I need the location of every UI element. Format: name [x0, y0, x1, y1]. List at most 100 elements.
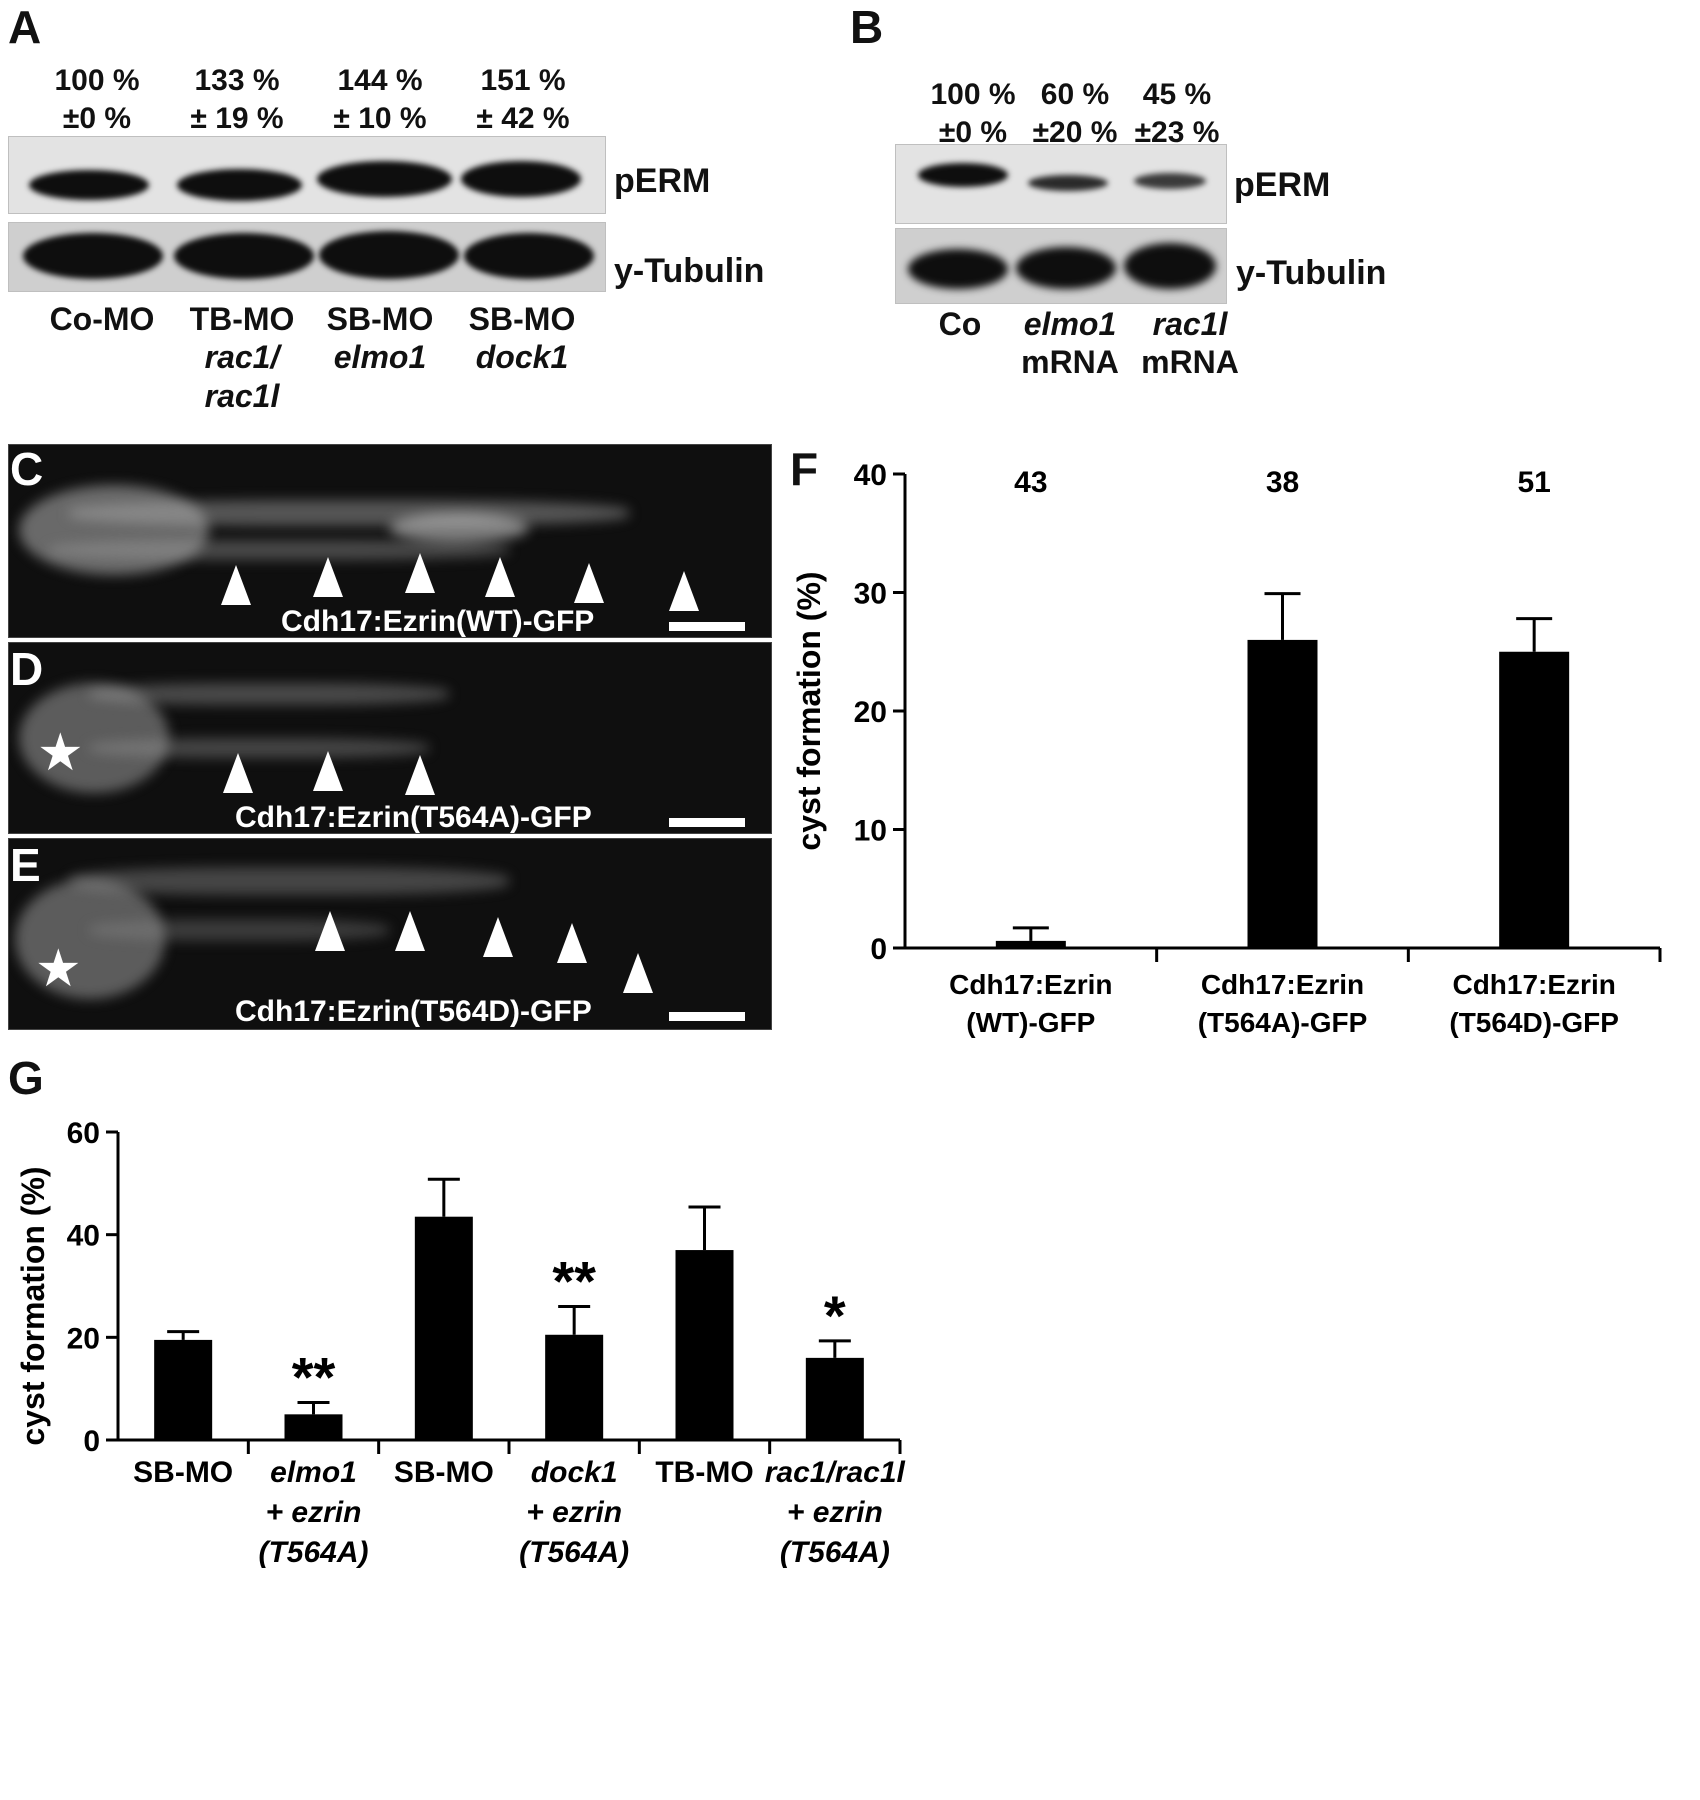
panel-d-caption: Cdh17:Ezrin(T564A)-GFP — [235, 801, 592, 834]
panel-b-tubulin-label: y-Tubulin — [1236, 254, 1387, 292]
panel-a-letter: A — [8, 1, 42, 53]
scale-bar — [669, 818, 745, 827]
y-axis-label: cyst formation (%) — [15, 1166, 51, 1445]
panel-c-letter: C — [10, 443, 44, 495]
arrowhead — [405, 553, 435, 593]
y-axis-label: cyst formation (%) — [791, 571, 827, 850]
n-label: 38 — [1266, 466, 1299, 499]
x-tick-label: + ezrin — [787, 1496, 883, 1529]
arrowhead — [313, 557, 343, 597]
panel-e-caption: Cdh17:Ezrin(T564D)-GFP — [235, 995, 592, 1028]
arrowhead — [221, 565, 251, 605]
band — [177, 169, 302, 201]
panel-b-percent-1: 100 % ±0 % — [930, 78, 1016, 149]
arrowhead — [395, 911, 425, 951]
fluorescence — [89, 683, 449, 705]
x-tick-label: (T564A)-GFP — [1198, 1007, 1368, 1038]
panel-a-lane-4: SB-MO dock1 — [468, 301, 576, 376]
bar — [805, 1357, 864, 1440]
band — [29, 170, 149, 200]
fluorescence — [15, 879, 165, 999]
bar — [154, 1339, 213, 1440]
x-tick-label: Cdh17:Ezrin — [1452, 969, 1615, 1000]
x-tick-label: SB-MO — [133, 1456, 233, 1489]
panel-e-letter: E — [10, 839, 41, 891]
panel-b-letter: B — [850, 1, 884, 53]
y-tick-label: 20 — [67, 1322, 100, 1355]
panel-a-lane-3: SB-MO elmo1 — [326, 301, 434, 376]
x-tick-label: Cdh17:Ezrin — [1201, 969, 1364, 1000]
band — [918, 163, 1008, 187]
panel-c-caption: Cdh17:Ezrin(WT)-GFP — [281, 605, 595, 638]
band — [319, 231, 459, 279]
panel-a-percent-4: 151 % ± 42 % — [476, 64, 570, 135]
fluorescence — [19, 485, 209, 575]
n-label: 43 — [1014, 466, 1047, 499]
band — [908, 249, 1008, 289]
panel-b-percent-2: 60 % ±20 % — [1032, 78, 1118, 149]
panel-b-perm-label: pERM — [1234, 166, 1331, 204]
fluorescence — [89, 738, 429, 758]
panel-a-tubulin-blot — [8, 222, 606, 292]
x-tick-label: dock1 — [531, 1456, 618, 1489]
panel-a-percent-1: 100 % ±0 % — [54, 64, 140, 135]
arrowhead — [315, 911, 345, 951]
band — [464, 233, 594, 279]
band — [1016, 247, 1116, 289]
arrowhead — [557, 923, 587, 963]
arrowhead — [223, 753, 253, 793]
panel-a-percent-2: 133 % ± 19 % — [190, 64, 284, 135]
y-tick-label: 40 — [854, 459, 887, 492]
fluorescence — [69, 500, 629, 526]
x-tick-label: (T564A) — [780, 1536, 890, 1569]
bar — [414, 1216, 473, 1440]
significance-marker: ** — [292, 1346, 336, 1409]
panel-e-micrograph: ★ Cdh17:Ezrin(T564D)-GFP — [8, 838, 772, 1030]
fluorescence — [19, 683, 169, 793]
bar — [675, 1250, 734, 1440]
panel-a-lane-2: TB-MO rac1/rac1l — [189, 301, 295, 414]
x-tick-label: (T564A) — [519, 1536, 629, 1569]
arrowhead — [623, 953, 653, 993]
panel-b-percent-3: 45 % ±23 % — [1134, 78, 1220, 149]
panel-b-lane-3: rac1l mRNA — [1141, 306, 1239, 381]
scale-bar — [669, 1012, 745, 1021]
panel-c-micrograph: Cdh17:Ezrin(WT)-GFP — [8, 444, 772, 638]
x-tick-label: (T564D)-GFP — [1449, 1007, 1619, 1038]
scale-bar — [669, 622, 745, 631]
y-tick-label: 60 — [67, 1117, 100, 1150]
panel-a-tubulin-label: y-Tubulin — [614, 252, 765, 290]
arrowhead — [483, 917, 513, 957]
significance-marker: ** — [552, 1250, 596, 1313]
band — [23, 233, 163, 279]
panel-a-percent-3: 144 % ± 10 % — [333, 64, 427, 135]
x-tick-label: SB-MO — [394, 1456, 494, 1489]
star-marker: ★ — [35, 940, 82, 998]
band — [1124, 243, 1216, 289]
x-tick-label: Cdh17:Ezrin — [949, 969, 1112, 1000]
x-tick-label: TB-MO — [655, 1456, 753, 1489]
bar — [545, 1334, 604, 1440]
bar — [1499, 651, 1570, 948]
bar — [1247, 639, 1318, 948]
x-tick-label: + ezrin — [266, 1496, 362, 1529]
panel-b-tubulin-blot — [895, 228, 1227, 304]
arrowhead — [485, 557, 515, 597]
bar — [284, 1414, 343, 1440]
arrowhead — [405, 755, 435, 795]
band — [317, 161, 452, 197]
panel-a-perm-blot — [8, 136, 606, 214]
band — [1134, 173, 1206, 189]
arrowhead — [669, 571, 699, 611]
fluorescence — [49, 540, 509, 560]
x-tick-label: + ezrin — [526, 1496, 622, 1529]
n-label: 51 — [1517, 466, 1550, 499]
arrowhead — [574, 563, 604, 603]
panel-g-letter: G — [8, 1052, 44, 1104]
panel-f-letter: F — [790, 443, 819, 495]
band — [174, 233, 314, 279]
y-tick-label: 20 — [854, 696, 887, 729]
band — [1028, 175, 1108, 191]
